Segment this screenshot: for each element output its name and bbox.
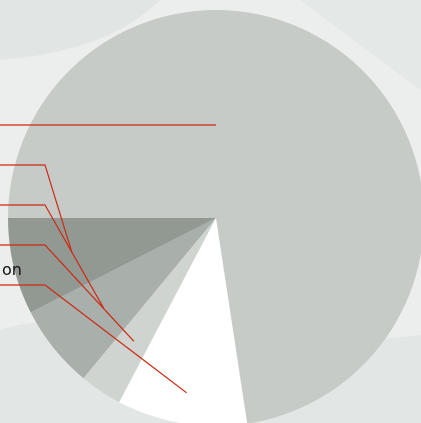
pie-slice-3 (83, 218, 217, 403)
leader-line-4 (0, 284, 187, 394)
pie-slice-2 (30, 218, 217, 379)
pie-slice-1 (8, 218, 216, 313)
leader-line-1 (0, 164, 73, 253)
background-wave-top (0, 0, 160, 60)
leader-line-2 (0, 204, 105, 309)
slice-label-fragment: on (2, 260, 22, 279)
leader-line-3 (0, 244, 135, 342)
background-wave-right (300, 0, 421, 90)
pie-slices (8, 10, 421, 423)
pie-slice-5 (8, 10, 421, 423)
leader-lines (0, 124, 216, 394)
pie-slice-4 (119, 218, 248, 423)
